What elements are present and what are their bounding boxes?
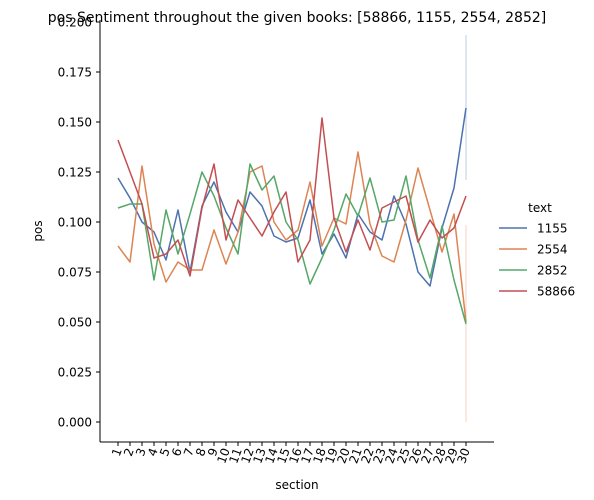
x-tick-label: 26	[406, 446, 424, 465]
x-tick-label: 30	[454, 446, 472, 465]
x-tick-label: 6	[169, 446, 185, 458]
x-tick-label: 19	[322, 446, 340, 465]
legend: text 1155 2554 2852 58866	[499, 201, 575, 299]
y-axis-ticks: 0.000 0.025 0.050 0.075 0.100 0.125 0.150 0.175…	[58, 16, 100, 430]
legend-label-1155: 1155	[537, 222, 568, 236]
x-tick-label: 22	[358, 446, 376, 465]
series-line-1155	[117, 107, 467, 287]
y-tick-label: 0.125	[58, 166, 92, 180]
x-axis-ticks: 1234567891011121314151617181920212223242…	[109, 442, 473, 465]
legend-label-58866: 58866	[537, 285, 575, 299]
x-tick-label: 3	[133, 446, 149, 458]
x-tick-label: 15	[274, 446, 292, 465]
y-tick-label: 0.025	[58, 366, 92, 380]
y-axis-label: pos	[31, 220, 45, 241]
series-line-58866	[117, 117, 467, 277]
legend-label-2852: 2852	[537, 264, 568, 278]
x-tick-label: 7	[181, 446, 197, 458]
x-tick-label: 16	[286, 446, 304, 465]
x-tick-label: 17	[298, 446, 316, 465]
x-tick-label: 25	[394, 446, 412, 465]
x-tick-label: 20	[334, 446, 352, 465]
x-tick-label: 2	[121, 446, 137, 458]
legend-label-2554: 2554	[537, 243, 568, 257]
y-tick-label: 0.000	[58, 416, 92, 430]
y-tick-label: 0.150	[58, 116, 92, 130]
y-tick-label: 0.050	[58, 316, 92, 330]
x-tick-label: 12	[238, 446, 256, 465]
legend-title: text	[528, 201, 552, 215]
y-tick-label: 0.175	[58, 66, 92, 80]
x-tick-label: 11	[226, 446, 244, 465]
x-tick-label: 27	[418, 446, 436, 465]
x-tick-label: 28	[430, 446, 448, 465]
y-tick-label: 0.075	[58, 266, 92, 280]
x-axis-label: section	[275, 478, 318, 492]
x-tick-label: 21	[346, 446, 364, 465]
x-tick-label: 5	[157, 446, 173, 458]
x-tick-label: 4	[145, 446, 161, 458]
x-tick-label: 29	[442, 446, 460, 465]
x-tick-label: 18	[310, 446, 328, 465]
x-tick-label: 24	[382, 446, 400, 465]
plot-lines	[117, 35, 467, 422]
series-line-2554	[117, 151, 467, 323]
y-tick-label: 0.200	[58, 16, 92, 30]
x-tick-label: 9	[205, 446, 221, 458]
x-tick-label: 23	[370, 446, 388, 465]
x-tick-label: 10	[214, 446, 232, 465]
x-tick-label: 14	[262, 446, 280, 465]
x-tick-label: 1	[109, 446, 125, 458]
y-tick-label: 0.100	[58, 216, 92, 230]
chart-title: pos Sentiment throughout the given books…	[48, 10, 546, 26]
x-tick-label: 8	[193, 446, 209, 458]
x-tick-label: 13	[250, 446, 268, 465]
